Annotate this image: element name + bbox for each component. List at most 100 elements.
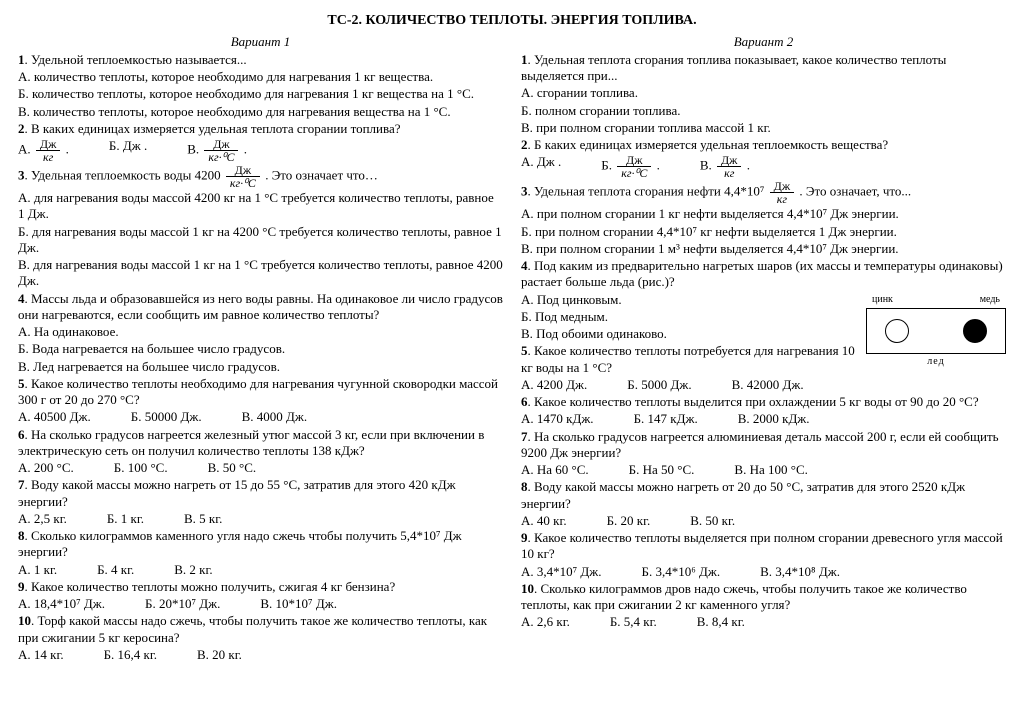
v1-q8-c: В. 2 кг. (174, 562, 212, 578)
v2-q6-opts: А. 1470 кДж. Б. 147 кДж. В. 2000 кДж. (521, 411, 1006, 427)
v1-q10: 10. Торф какой массы надо сжечь, чтобы п… (18, 613, 503, 646)
v1-q10-opts: А. 14 кг. Б. 16,4 кг. В. 20 кг. (18, 647, 503, 663)
v2-q10-opts: А. 2,6 кг. Б. 5,4 кг. В. 8,4 кг. (521, 614, 1006, 630)
v1-q4-a: А. На одинаковое. (18, 324, 503, 340)
v1-q2-text: В каких единицах измеряется удельная теп… (31, 121, 401, 136)
v2-q8-opts: А. 40 кг. Б. 20 кг. В. 50 кг. (521, 513, 1006, 529)
v1-q8-text: Сколько килограммов каменного угля надо … (18, 528, 462, 559)
v2-q1-c: В. при полном сгорании топлива массой 1 … (521, 120, 1006, 136)
figure-box (866, 308, 1006, 354)
figure-balls: цинк медь лед (866, 294, 1006, 369)
v1-q6-text: На сколько градусов нагреется железный у… (18, 427, 484, 458)
v2-q10-text: Сколько килограммов дров надо сжечь, что… (521, 581, 967, 612)
v1-q9-b: Б. 20*10⁷ Дж. (145, 596, 220, 612)
v1-q9-a: А. 18,4*10⁷ Дж. (18, 596, 105, 612)
v1-q2-c: В. Джкг·⁰С . (187, 138, 247, 163)
v2-q8-b: Б. 20 кг. (607, 513, 651, 529)
v2-q7: 7. На сколько градусов нагреется алюмини… (521, 429, 1006, 462)
v1-q5-a: А. 40500 Дж. (18, 409, 91, 425)
v2-q2-c: В. Джкг . (700, 154, 750, 179)
v2-q8-text: Воду какой массы можно нагреть от 20 до … (521, 479, 965, 510)
v1-q1: 1. Удельной теплоемкостью называется... (18, 52, 503, 68)
v2-q2-opts: А. Дж . Б. Джкг·⁰С . В. Джкг . (521, 154, 1006, 179)
v2-q5-b: Б. 5000 Дж. (627, 377, 691, 393)
figure-label-copper: медь (980, 294, 1000, 307)
v2-q7-c: В. На 100 °С. (734, 462, 807, 478)
v2-q8-c: В. 50 кг. (690, 513, 735, 529)
v2-q9-b: Б. 3,4*10⁶ Дж. (642, 564, 721, 580)
v1-q1-b: Б. количество теплоты, которое необходим… (18, 86, 503, 102)
v1-q5-text: Какое количество теплоты необходимо для … (18, 376, 498, 407)
v2-q1-text: Удельная теплота сгорания топлива показы… (521, 52, 946, 83)
v2-q7-opts: А. На 60 °С. Б. На 50 °С. В. На 100 °С. (521, 462, 1006, 478)
columns: Вариант 1 1. Удельной теплоемкостью назы… (18, 34, 1006, 665)
v1-q6-opts: А. 200 °С. Б. 100 °С. В. 50 °С. (18, 460, 503, 476)
v1-q1-text: Удельной теплоемкостью называется... (31, 52, 247, 67)
v1-q10-a: А. 14 кг. (18, 647, 64, 663)
v2-q6-c: В. 2000 кДж. (738, 411, 810, 427)
v1-q5-opts: А. 40500 Дж. Б. 50000 Дж. В. 4000 Дж. (18, 409, 503, 425)
v1-q10-c: В. 20 кг. (197, 647, 242, 663)
figure-label-ice: лед (866, 356, 1006, 369)
v1-q3-b: Б. для нагревания воды массой 1 кг на 42… (18, 224, 503, 257)
v2-q2-a: А. Дж . (521, 154, 561, 179)
v1-q7-opts: А. 2,5 кг. Б. 1 кг. В. 5 кг. (18, 511, 503, 527)
v1-q7-c: В. 5 кг. (184, 511, 222, 527)
v2-q5-c: В. 42000 Дж. (732, 377, 804, 393)
v1-q3: 3. Удельная теплоемкость воды 4200 Джкг·… (18, 164, 503, 189)
v1-q2-b: Б. Дж . (109, 138, 147, 163)
v2-q5-text: Какое количество теплоты потребуется для… (521, 343, 855, 374)
v1-q1-a: А. количество теплоты, которое необходим… (18, 69, 503, 85)
v2-q6-a: А. 1470 кДж. (521, 411, 594, 427)
page-title: ТС-2. КОЛИЧЕСТВО ТЕПЛОТЫ. ЭНЕРГИЯ ТОПЛИВ… (18, 12, 1006, 30)
v2-q1-a: А. сгорании топлива. (521, 85, 1006, 101)
v1-q9-c: В. 10*10⁷ Дж. (260, 596, 337, 612)
v2-q9-a: А. 3,4*10⁷ Дж. (521, 564, 602, 580)
v2-q4: 4. Под каким из предварительно нагретых … (521, 258, 1006, 291)
v2-q6: 6. Какое количество теплоты выделится пр… (521, 394, 1006, 410)
v2-q9-opts: А. 3,4*10⁷ Дж. Б. 3,4*10⁶ Дж. В. 3,4*10⁸… (521, 564, 1006, 580)
v2-q3-a: А. при полном сгорании 1 кг нефти выделя… (521, 206, 1006, 222)
v2-q2-text: Б каких единицах измеряется удельная теп… (534, 137, 888, 152)
v2-q9-text: Какое количество теплоты выделяется при … (521, 530, 1003, 561)
v1-q5: 5. Какое количество теплоты необходимо д… (18, 376, 503, 409)
v1-q8: 8. Сколько килограммов каменного угля на… (18, 528, 503, 561)
v2-q5-opts: А. 4200 Дж. Б. 5000 Дж. В. 42000 Дж. (521, 377, 1006, 393)
v1-q6-c: В. 50 °С. (208, 460, 257, 476)
v1-q7: 7. Воду какой массы можно нагреть от 15 … (18, 477, 503, 510)
v1-q4-b: Б. Вода нагревается на большее число гра… (18, 341, 503, 357)
v2-q10-a: А. 2,6 кг. (521, 614, 570, 630)
v1-q7-a: А. 2,5 кг. (18, 511, 67, 527)
v2-q7-a: А. На 60 °С. (521, 462, 589, 478)
v1-q9-text: Какое количество теплоты можно получить,… (31, 579, 395, 594)
v1-q3-pre: Удельная теплоемкость воды 4200 (31, 167, 221, 182)
v2-q9: 9. Какое количество теплоты выделяется п… (521, 530, 1006, 563)
v2-q4-text: Под каким из предварительно нагретых шар… (521, 258, 1003, 289)
v2-q2-b: Б. Джкг·⁰С . (601, 154, 660, 179)
v1-q9: 9. Какое количество теплоты можно получи… (18, 579, 503, 595)
v2-q9-c: В. 3,4*10⁸ Дж. (760, 564, 840, 580)
figure-label-zinc: цинк (872, 294, 893, 307)
v1-q2-a: А. Джкг . (18, 138, 69, 163)
variant-2-heading: Вариант 2 (521, 34, 1006, 50)
v1-q7-b: Б. 1 кг. (107, 511, 144, 527)
variant-2-column: Вариант 2 1. Удельная теплота сгорания т… (521, 34, 1006, 665)
zinc-ball-icon (885, 319, 909, 343)
v1-q9-opts: А. 18,4*10⁷ Дж. Б. 20*10⁷ Дж. В. 10*10⁷ … (18, 596, 503, 612)
v1-q4: 4. Массы льда и образовавшейся из него в… (18, 291, 503, 324)
v2-q3-b: Б. при полном сгорании 4,4*10⁷ кг нефти … (521, 224, 1006, 240)
variant-1-column: Вариант 1 1. Удельной теплоемкостью назы… (18, 34, 503, 665)
v2-q3-c: В. при полном сгорании 1 м³ нефти выделя… (521, 241, 1006, 257)
v1-q3-post: . Это означает что… (265, 167, 378, 182)
v2-q6-text: Какое количество теплоты выделится при о… (534, 394, 979, 409)
v2-q10-c: В. 8,4 кг. (697, 614, 745, 630)
v2-q1: 1. Удельная теплота сгорания топлива пок… (521, 52, 1006, 85)
v1-q2: 2. В каких единицах измеряется удельная … (18, 121, 503, 137)
v1-q4-c: В. Лед нагревается на большее число град… (18, 359, 503, 375)
v2-q3: 3. Удельная теплота сгорания нефти 4,4*1… (521, 180, 1006, 205)
v2-q3-post: . Это означает, что... (799, 184, 911, 199)
v2-q6-b: Б. 147 кДж. (634, 411, 698, 427)
v1-q3-a: А. для нагревания воды массой 4200 кг на… (18, 190, 503, 223)
v2-q8-a: А. 40 кг. (521, 513, 567, 529)
v1-q4-text: Массы льда и образовавшейся из него воды… (18, 291, 503, 322)
